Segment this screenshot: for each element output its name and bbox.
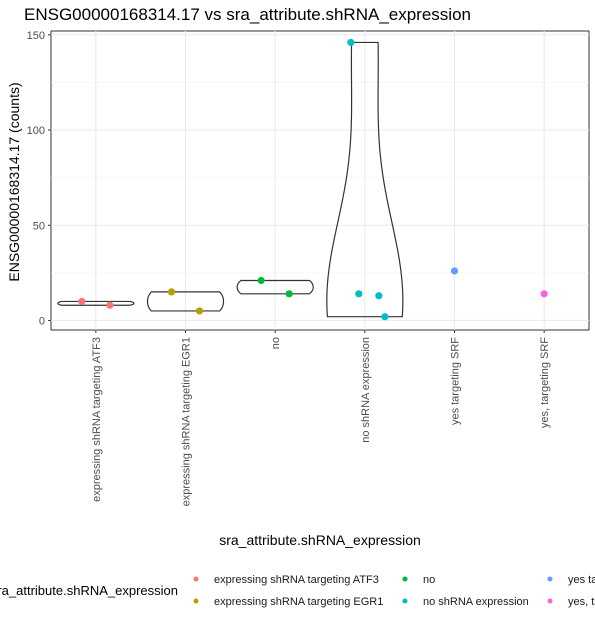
legend: sra_attribute.shRNA_expression expressing…: [0, 574, 595, 608]
legend-key: [193, 598, 199, 604]
x-axis: expressing shRNA targeting ATF3 expressin…: [91, 330, 551, 506]
legend-label: no: [423, 574, 435, 586]
legend-key: [547, 598, 553, 604]
legend-label: yes, targeting SRF: [568, 596, 595, 608]
x-tick-label: expressing shRNA targeting EGR1: [181, 337, 193, 506]
chart-title: ENSG00000168314.17 vs sra_attribute.shRN…: [24, 5, 471, 24]
y-axis: 0 50 100 150: [27, 30, 51, 327]
data-point: [375, 292, 383, 300]
data-point: [381, 313, 389, 321]
legend-label: yes targeting SRF: [568, 574, 595, 586]
data-point: [195, 307, 204, 315]
x-tick-label: yes targeting SRF: [450, 337, 462, 425]
data-point: [347, 38, 355, 47]
legend-key: [193, 576, 199, 582]
y-tick-label: 100: [27, 125, 45, 137]
data-point: [257, 276, 265, 285]
x-axis-title: sra_attribute.shRNA_expression: [219, 532, 421, 548]
legend-key: [402, 576, 408, 582]
x-tick-label: yes, targeting SRF: [539, 337, 551, 428]
data-point: [540, 290, 548, 298]
violin: [57, 300, 135, 306]
plot-panel: [50, 30, 590, 331]
legend-key: [547, 576, 553, 582]
y-axis-title: ENSG00000168314.17 (counts): [6, 82, 22, 281]
data-point: [355, 290, 363, 298]
grid-lines: [51, 31, 589, 330]
y-tick-label: 0: [39, 315, 45, 327]
violin: [236, 279, 314, 295]
data-point: [450, 267, 459, 275]
legend-label: no shRNA expression: [423, 596, 529, 608]
data-point: [285, 290, 293, 298]
data-point: [167, 288, 176, 296]
data-points: [78, 38, 548, 321]
x-tick-label: expressing shRNA targeting ATF3: [91, 337, 103, 502]
y-tick-label: 50: [33, 220, 45, 232]
legend-label: expressing shRNA targeting ATF3: [214, 574, 379, 586]
x-tick-label: no: [270, 337, 282, 349]
data-point: [78, 297, 86, 306]
data-point: [106, 301, 114, 309]
legend-key: [402, 598, 408, 604]
legend-title: sra_attribute.shRNA_expression: [0, 583, 178, 598]
x-tick-label: no shRNA expression: [360, 337, 372, 443]
legend-label: expressing shRNA targeting EGR1: [214, 596, 383, 608]
y-tick-label: 150: [27, 30, 45, 42]
violin: [146, 291, 225, 312]
